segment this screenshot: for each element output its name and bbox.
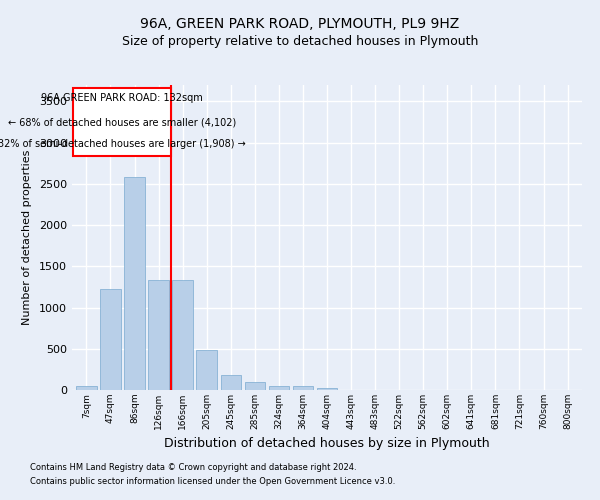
Bar xyxy=(293,386,313,390)
Bar xyxy=(196,350,217,390)
Bar xyxy=(76,386,97,390)
Bar xyxy=(172,280,193,390)
Text: 96A, GREEN PARK ROAD, PLYMOUTH, PL9 9HZ: 96A, GREEN PARK ROAD, PLYMOUTH, PL9 9HZ xyxy=(140,18,460,32)
Bar xyxy=(245,382,265,390)
Bar xyxy=(269,386,289,390)
Text: ← 68% of detached houses are smaller (4,102): ← 68% of detached houses are smaller (4,… xyxy=(8,118,236,128)
Bar xyxy=(221,375,241,390)
Bar xyxy=(100,290,121,390)
Text: 96A GREEN PARK ROAD: 132sqm: 96A GREEN PARK ROAD: 132sqm xyxy=(41,93,203,103)
Text: Contains public sector information licensed under the Open Government Licence v3: Contains public sector information licen… xyxy=(30,477,395,486)
Text: Size of property relative to detached houses in Plymouth: Size of property relative to detached ho… xyxy=(122,35,478,48)
Bar xyxy=(148,280,169,390)
Y-axis label: Number of detached properties: Number of detached properties xyxy=(22,150,32,325)
Text: 32% of semi-detached houses are larger (1,908) →: 32% of semi-detached houses are larger (… xyxy=(0,140,246,149)
Bar xyxy=(124,176,145,390)
X-axis label: Distribution of detached houses by size in Plymouth: Distribution of detached houses by size … xyxy=(164,438,490,450)
FancyBboxPatch shape xyxy=(73,88,171,156)
Bar xyxy=(317,388,337,390)
Text: Contains HM Land Registry data © Crown copyright and database right 2024.: Contains HM Land Registry data © Crown c… xyxy=(30,464,356,472)
